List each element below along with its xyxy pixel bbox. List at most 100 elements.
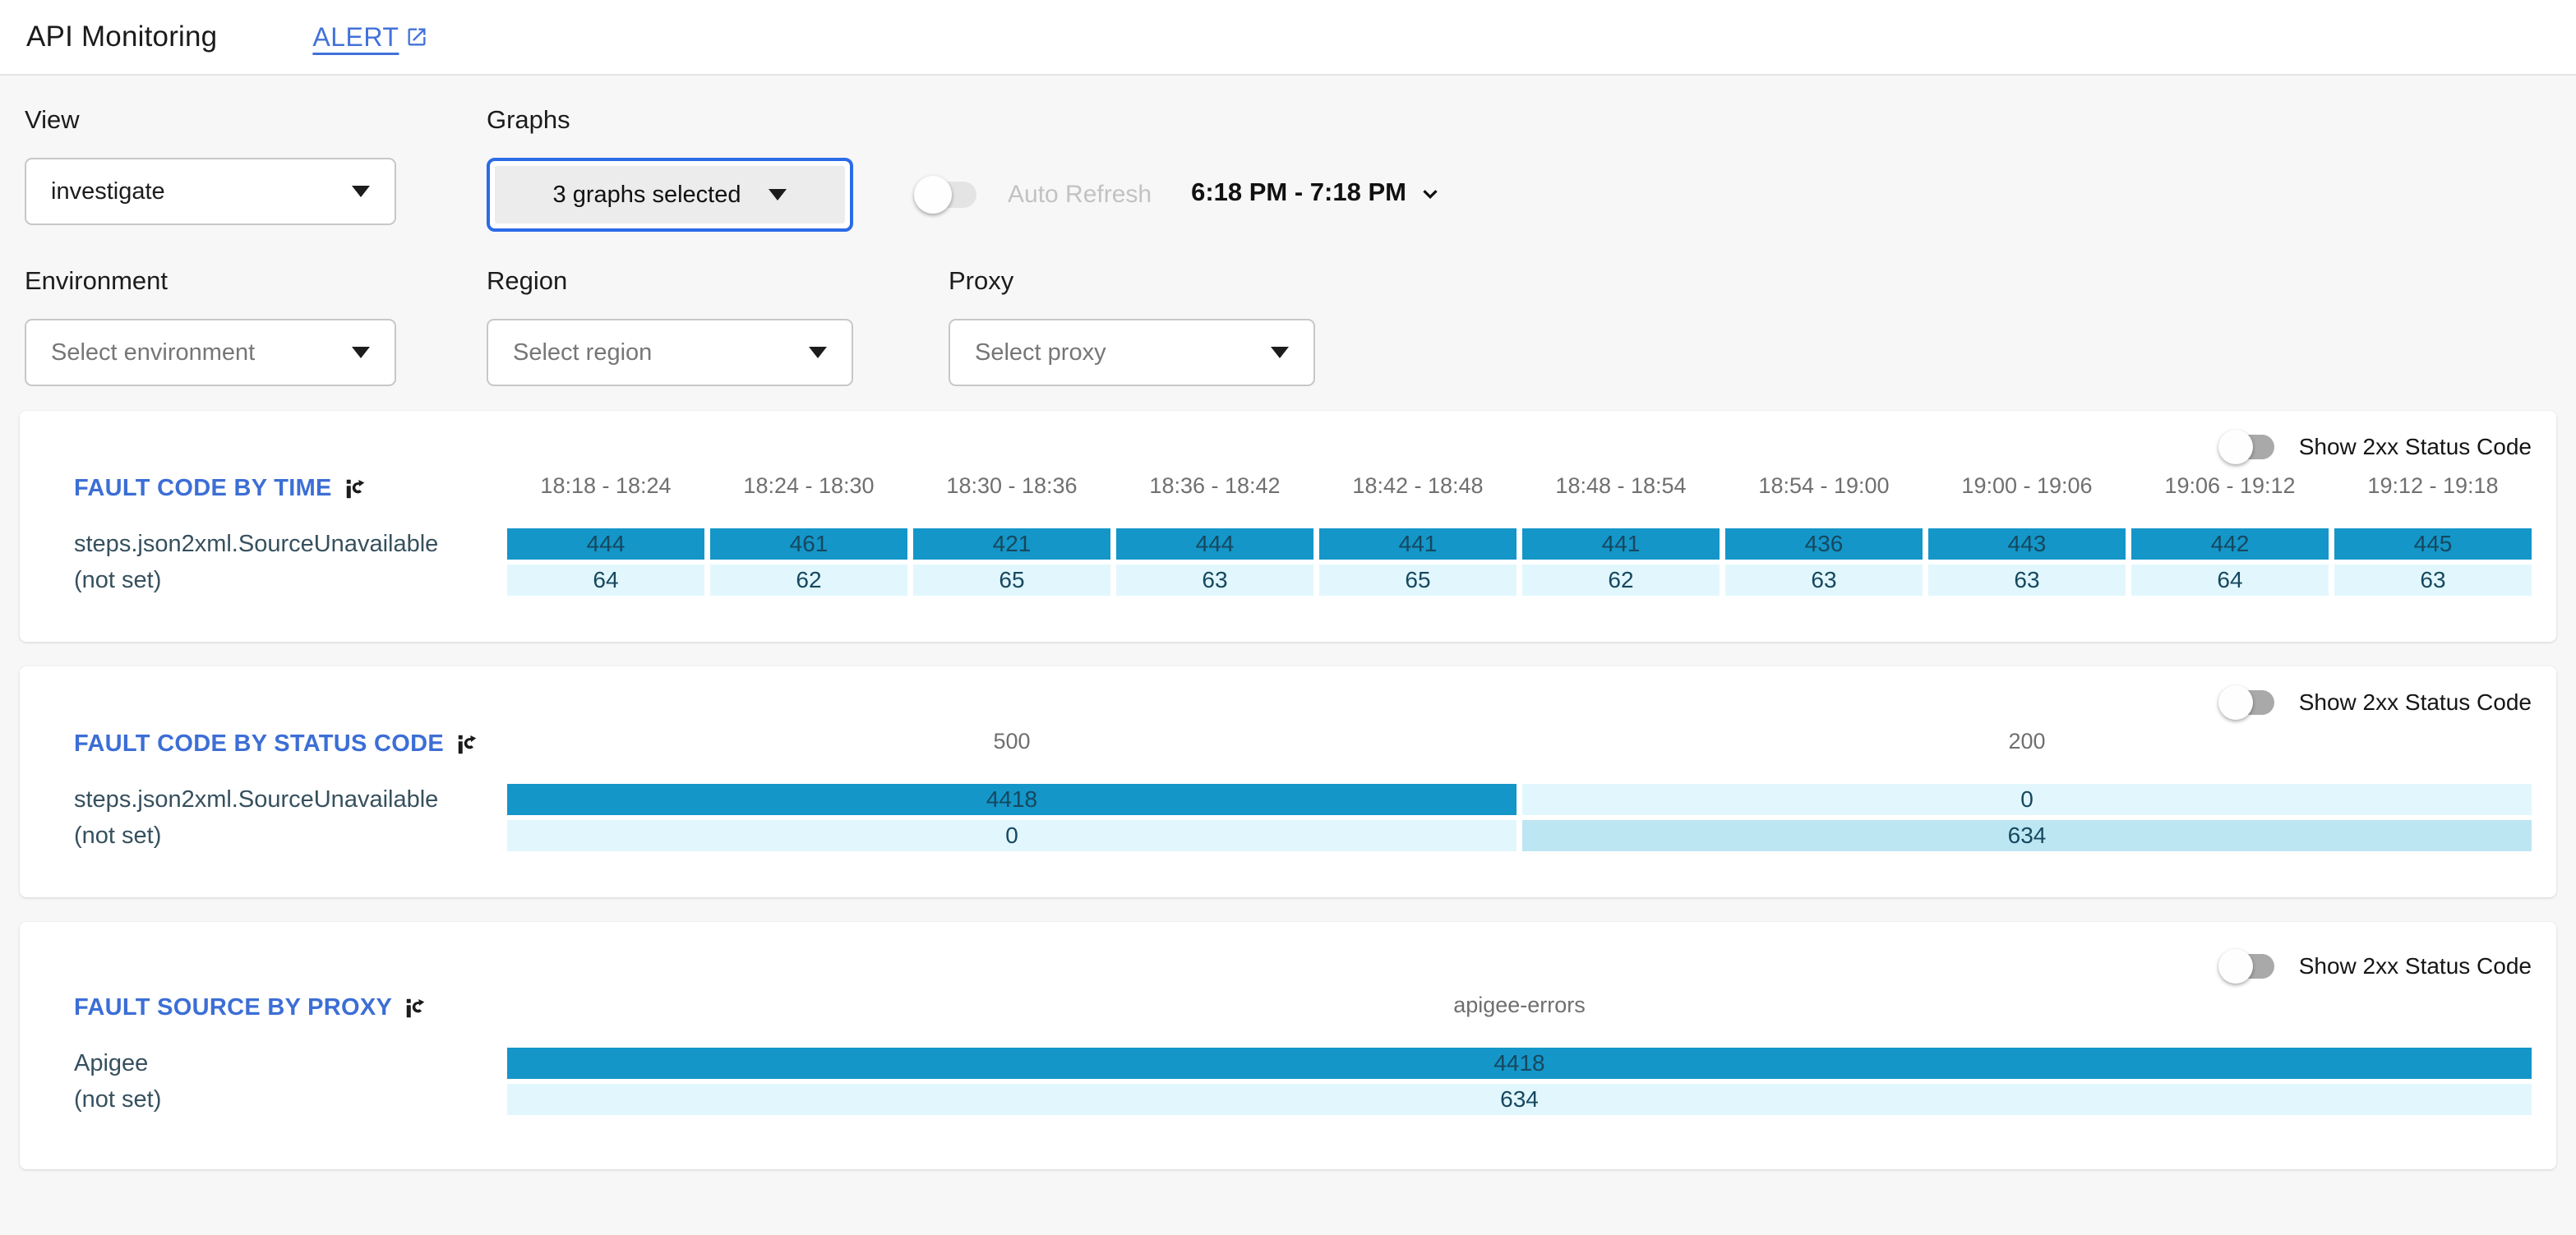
chart-column-header: 18:48 - 18:54 [1555,473,1687,498]
chart-column-header: 18:42 - 18:48 [1352,473,1484,498]
chart-value-cell: 444 [1116,528,1313,560]
auto-refresh-label: Auto Refresh [1008,181,1152,208]
region-dropdown-placeholder: Select region [513,339,653,366]
chart-value-cell: 0 [1522,784,2532,815]
chart-panel: Show 2xx Status Code FAULT CODE BY TIME 1… [20,411,2556,642]
pivot-icon [346,479,364,498]
proxy-dropdown-placeholder: Select proxy [975,339,1106,366]
chart-row-label: (not set) [74,1086,162,1113]
dropdown-arrow-icon [352,186,370,197]
chart-value-cell: 461 [710,528,907,560]
chart-value-cell: 441 [1319,528,1517,560]
chart-value-cell: 444 [507,528,704,560]
toggle-knob [2218,430,2253,464]
chart-column-header: apigee-errors [1453,993,1586,1017]
chart-grid: FAULT CODE BY TIME 18:18 - 18:24 18:24 - 1… [74,473,2532,596]
panel-title-text: FAULT CODE BY TIME [74,475,332,501]
chart-column-header: 18:30 - 18:36 [946,473,1078,498]
environment-dropdown[interactable]: Select environment [25,319,396,386]
chart-column-header: 200 [2008,729,2046,753]
show-2xx-toggle[interactable] [2218,949,2274,984]
chart-value-cell: 63 [2334,565,2532,596]
dropdown-arrow-icon [809,347,827,358]
toggle-knob [914,176,952,214]
chart-panel: Show 2xx Status Code FAULT SOURCE BY PRO… [20,922,2556,1169]
proxy-label: Proxy [949,266,1014,295]
time-range-value: 6:18 PM - 7:18 PM [1191,177,1406,206]
chart-value-cell: 64 [507,565,704,596]
chart-column-header: 18:18 - 18:24 [540,473,672,498]
environment-label: Environment [25,266,169,295]
chart-column-header: 19:00 - 19:06 [1961,473,2093,498]
pivot-icon [406,998,425,1017]
chart-value-cell: 4418 [507,1048,2532,1079]
show-2xx-toggle-label: Show 2xx Status Code [2298,689,2532,715]
pivot-icon [458,735,477,753]
chart-value-cell: 65 [1319,565,1517,596]
show-2xx-toggle-label: Show 2xx Status Code [2298,953,2532,979]
region-dropdown[interactable]: Select region [487,319,853,386]
chart-value-cell: 445 [2334,528,2532,560]
chart-value-cell: 62 [710,565,907,596]
auto-refresh-toggle[interactable] [914,176,976,214]
chart-value-cell: 64 [2131,565,2329,596]
toggle-knob [2218,685,2253,720]
page-title: API Monitoring [26,21,218,53]
chart-value-cell: 62 [1522,565,1720,596]
chart-value-cell: 634 [1522,820,2532,851]
chart-value-cell: 436 [1725,528,1923,560]
show-2xx-toggle[interactable] [2218,685,2274,720]
time-range-selector[interactable]: 6:18 PM - 7:18 PM [1191,177,1443,207]
graphs-label: Graphs [487,105,570,134]
region-label: Region [487,266,568,295]
dropdown-arrow-icon [769,189,787,200]
alert-link[interactable]: ALERT [312,22,428,53]
panel-title-text: FAULT SOURCE BY PROXY [74,994,393,1021]
chart-value-cell: 0 [507,820,1517,851]
view-label: View [25,105,80,134]
chart-row-label: (not set) [74,823,162,849]
chart-value-cell: 442 [2131,528,2329,560]
alert-link-label: ALERT [312,21,399,52]
chart-value-cell: 634 [507,1084,2532,1115]
app-bar: API Monitoring ALERT [0,0,2576,76]
chart-grid: FAULT CODE BY STATUS CODE 500 200 steps.jso… [74,729,2532,851]
chart-panel: Show 2xx Status Code FAULT CODE BY STATU… [20,666,2556,897]
chart-row-label: Apigee [74,1050,149,1076]
show-2xx-toggle-label: Show 2xx Status Code [2298,434,2532,459]
chevron-down-icon [1423,190,1438,200]
proxy-dropdown[interactable]: Select proxy [949,319,1315,386]
chart-value-cell: 65 [913,565,1110,596]
chart-column-header: 19:06 - 19:12 [2164,473,2296,498]
panel-title-link[interactable]: FAULT CODE BY TIME [74,475,501,523]
view-dropdown-value: investigate [51,177,165,205]
show-2xx-toggle[interactable] [2218,430,2274,464]
chart-row-label: steps.json2xml.SourceUnavailable [74,786,439,813]
chart-column-header: 19:12 - 19:18 [2367,473,2499,498]
chart-grid: FAULT SOURCE BY PROXY apigee-errors Apigee… [74,993,2532,1115]
chart-column-header: 18:54 - 19:00 [1758,473,1890,498]
chart-value-cell: 443 [1928,528,2126,560]
chart-column-header: 18:24 - 18:30 [743,473,875,498]
graphs-dropdown-value: 3 graphs selected [552,181,741,208]
chart-column-header: 18:36 - 18:42 [1149,473,1281,498]
chart-row-label: steps.json2xml.SourceUnavailable [74,531,439,557]
chart-value-cell: 63 [1116,565,1313,596]
chart-value-cell: 421 [913,528,1110,560]
external-link-icon [408,28,426,46]
panel-title-link[interactable]: FAULT CODE BY STATUS CODE [74,730,501,779]
dropdown-arrow-icon [352,347,370,358]
panel-title-link[interactable]: FAULT SOURCE BY PROXY [74,994,501,1043]
chart-column-header: 500 [993,729,1031,753]
toggle-knob [2218,949,2253,984]
chart-value-cell: 63 [1928,565,2126,596]
chart-value-cell: 4418 [507,784,1517,815]
environment-dropdown-placeholder: Select environment [51,339,256,366]
panel-title-text: FAULT CODE BY STATUS CODE [74,730,445,757]
view-dropdown[interactable]: investigate [25,158,396,225]
dropdown-arrow-icon [1271,347,1289,358]
filters-section: View investigate Graphs 3 graphs selecte… [0,76,2576,386]
graphs-dropdown[interactable]: 3 graphs selected [487,158,853,232]
chart-value-cell: 63 [1725,565,1923,596]
chart-value-cell: 441 [1522,528,1720,560]
